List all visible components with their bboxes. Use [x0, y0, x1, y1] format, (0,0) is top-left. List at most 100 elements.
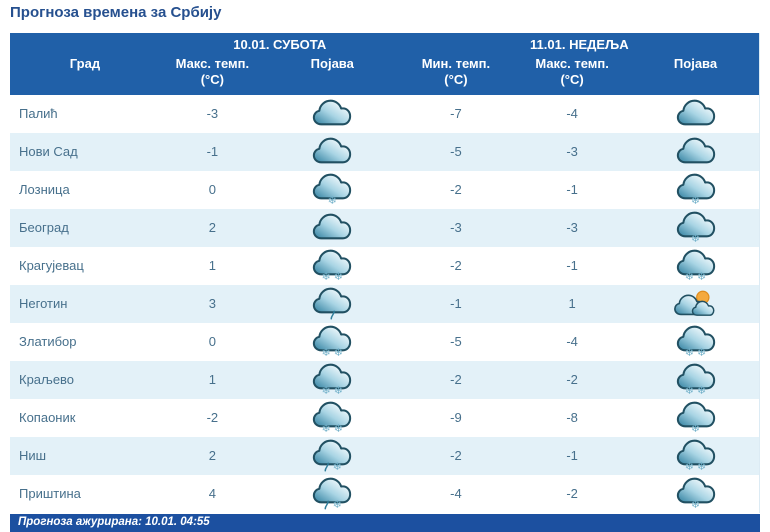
day1-icon-cell: ❄ — [265, 475, 400, 513]
table-row: Златибор 0 ❄ ❄ -5 -4 ❄ ❄ — [10, 323, 760, 361]
day1-max-temp-cell: 0 — [208, 334, 216, 349]
table-row: Приштина 4 ❄ -4 -2 ❄ — [10, 475, 760, 513]
forecast-table-header: 10.01. СУБОТА 11.01. НЕДЕЉА Град Макс. т… — [10, 33, 760, 95]
day2-min-temp-cell: -2 — [450, 372, 462, 387]
precipitation-marks: ❄ ❄ — [684, 270, 707, 283]
weather-icon-partly-cloudy — [673, 288, 719, 317]
day2-min-temp-cell: -9 — [450, 410, 462, 425]
precipitation-marks: ❄ ❄ — [684, 384, 706, 397]
day1-max-temp-cell: 2 — [208, 448, 216, 463]
city-cell: Златибор — [19, 334, 77, 349]
day2-max-temp-cell: -3 — [566, 144, 578, 159]
weather-icon-cloudy — [312, 213, 352, 240]
day2-min-temp-cell: -2 — [450, 258, 462, 273]
weather-icon-cloud-snow-1: ❄ — [312, 173, 352, 207]
day2-icon-cell: ❄ ❄ — [632, 323, 759, 361]
city-cell: Београд — [19, 220, 69, 235]
snowflake-icon: ❄ — [697, 270, 707, 283]
day1-date-header: 10.01. СУБОТА — [159, 33, 400, 55]
weather-icon-cloud-snow-1: ❄ — [676, 477, 716, 511]
snowflake-icon: ❄ — [321, 384, 331, 397]
day1-max-temp-cell: 1 — [208, 258, 216, 273]
snowflake-icon: ❄ — [321, 270, 331, 283]
day2-max-temp-cell: -2 — [566, 486, 578, 501]
snowflake-icon: ❄ — [690, 232, 701, 245]
column-header-day2-max: Макс. темп. (°C) — [512, 55, 633, 95]
table-row: Ниш 2 ❄ -2 -1 ❄ ❄ — [10, 436, 760, 475]
city-cell: Краљево — [19, 372, 75, 387]
day1-icon-cell — [265, 133, 400, 171]
date-header-row: 10.01. СУБОТА 11.01. НЕДЕЉА — [10, 33, 760, 55]
day1-icon-cell: ❄ ❄ — [265, 399, 400, 437]
snowflake-icon: ❄ — [684, 270, 695, 283]
weather-icon-cloud-light-rain — [312, 287, 352, 321]
forecast-table-body: Палић -3 -7 -4 Нови Сад -1 -5 -3 Лозница 0 ❄ -2 -1 ❄ Б… — [10, 95, 760, 513]
snowflake-icon: ❄ — [333, 346, 343, 359]
day2-max-temp-cell: -4 — [566, 106, 578, 121]
weather-icon-cloud-rain-snow: ❄ — [312, 477, 352, 511]
update-bar: Прогноза ажурирана: 10.01. 04:55 — [10, 513, 760, 532]
day1-max-temp-cell: -3 — [206, 106, 219, 121]
snowflake-icon: ❄ — [332, 498, 342, 511]
day2-max-temp-cell: 1 — [568, 296, 576, 311]
weather-icon-cloud-snow-2: ❄ ❄ — [676, 439, 716, 473]
snowflake-icon: ❄ — [321, 422, 331, 435]
precipitation-marks: ❄ — [691, 195, 700, 207]
day2-min-temp-cell: -7 — [450, 106, 462, 121]
raindrop-icon — [324, 500, 329, 510]
column-header-day2-icon: Појава — [632, 55, 760, 95]
day1-icon-cell: ❄ ❄ — [265, 247, 400, 285]
snowflake-icon: ❄ — [697, 460, 707, 473]
day1-max-temp-cell: 3 — [208, 296, 216, 311]
page-title: Прогноза времена за Србију — [10, 4, 222, 21]
precipitation-marks: ❄ — [691, 423, 700, 435]
sun-behind-clouds-icon — [673, 290, 714, 316]
snowflake-icon: ❄ — [321, 346, 331, 359]
weather-icon-cloudy — [312, 137, 352, 164]
snowflake-icon: ❄ — [684, 384, 695, 397]
day2-icon-cell: ❄ — [632, 399, 759, 437]
weather-forecast-page: Прогноза времена за Србију 10.01. СУБОТА… — [0, 4, 770, 532]
weather-icon-cloud-snow-2: ❄ ❄ — [312, 363, 352, 397]
weather-icon-cloud-snow-2: ❄ ❄ — [312, 401, 352, 435]
day2-max-temp-cell: -8 — [566, 410, 578, 425]
weather-icon-cloud-snow-2: ❄ ❄ — [676, 363, 716, 397]
day2-max-temp-cell: -1 — [566, 448, 578, 463]
day2-icon-cell: ❄ ❄ — [632, 437, 759, 475]
city-cell: Крагујевац — [19, 258, 84, 273]
table-row: Лозница 0 ❄ -2 -1 ❄ — [10, 171, 760, 209]
day1-icon-cell — [265, 209, 400, 247]
precipitation-marks: ❄ — [327, 194, 337, 207]
day1-max-temp-cell: 4 — [208, 486, 216, 501]
precipitation-marks: ❄ — [691, 499, 700, 511]
day2-icon-cell — [632, 285, 759, 323]
day2-date-header: 11.01. НЕДЕЉА — [399, 33, 760, 55]
column-header-day1-icon: Појава — [264, 55, 400, 95]
day2-icon-cell: ❄ — [632, 209, 759, 247]
weather-icon-cloudy — [676, 137, 716, 164]
day2-max-temp-cell: -2 — [566, 372, 578, 387]
snowflake-icon: ❄ — [333, 422, 343, 435]
table-row: Нови Сад -1 -5 -3 — [10, 132, 760, 171]
city-cell: Копаоник — [19, 410, 76, 425]
column-header-row: Град Макс. темп. (°C) Појава Мин. темп. … — [10, 55, 760, 95]
day2-min-temp-cell: -2 — [450, 182, 462, 197]
day1-max-temp-cell: -1 — [206, 144, 219, 159]
column-header-day1-max: Макс. темп. (°C) — [159, 55, 265, 95]
city-cell: Нови Сад — [19, 144, 78, 159]
cloud-icon — [676, 137, 715, 163]
weather-icon-cloud-rain-snow: ❄ — [312, 439, 352, 473]
day2-min-temp-cell: -5 — [450, 144, 462, 159]
day2-min-temp-cell: -5 — [450, 334, 462, 349]
raindrop-icon — [324, 462, 329, 472]
day1-icon-cell — [265, 285, 400, 323]
day2-icon-cell: ❄ ❄ — [632, 247, 759, 285]
table-row: Палић -3 -7 -4 — [10, 95, 760, 133]
table-row: Неготин 3 -1 1 — [10, 284, 760, 323]
cloud-icon — [313, 213, 352, 239]
snowflake-icon: ❄ — [327, 194, 337, 207]
day2-max-temp-cell: -1 — [566, 258, 578, 273]
snowflake-icon: ❄ — [684, 346, 695, 359]
day1-max-temp-cell: 0 — [208, 182, 216, 197]
day1-max-temp-cell: 1 — [208, 372, 216, 387]
